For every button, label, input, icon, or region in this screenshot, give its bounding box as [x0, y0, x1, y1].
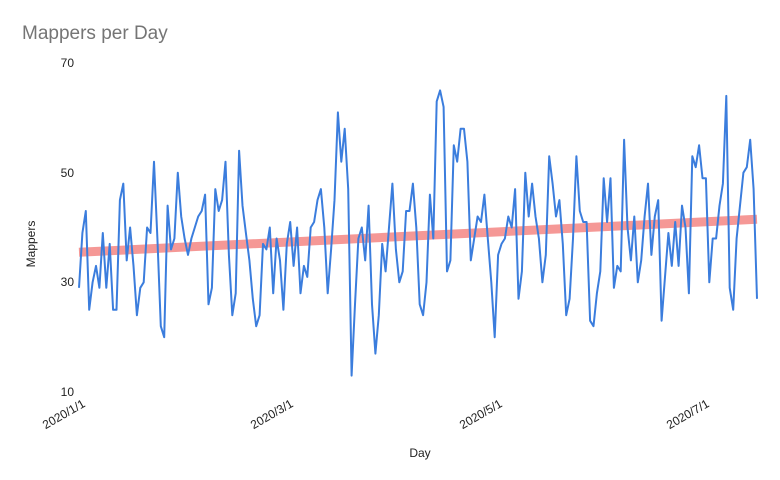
x-tick-label: 2020/7/1 [664, 396, 712, 432]
x-axis-title: Day [409, 446, 430, 460]
y-tick-label: 50 [61, 166, 75, 180]
series-line-mappers [78, 89, 758, 377]
x-tick-label: 2020/1/1 [40, 396, 88, 432]
y-axis-tick-labels: 70 50 30 10 [61, 56, 75, 399]
y-tick-label: 30 [61, 275, 75, 289]
y-axis-title: Mappers [24, 221, 38, 268]
x-tick-label: 2020/5/1 [457, 396, 505, 432]
chart-title: Mappers per Day [22, 23, 168, 44]
y-tick-label: 10 [61, 385, 75, 399]
plot-area [78, 89, 758, 377]
y-tick-label: 70 [61, 56, 75, 70]
x-axis-tick-labels: 2020/1/1 2020/3/1 2020/5/1 2020/7/1 [40, 396, 712, 432]
x-tick-label: 2020/3/1 [248, 396, 296, 432]
